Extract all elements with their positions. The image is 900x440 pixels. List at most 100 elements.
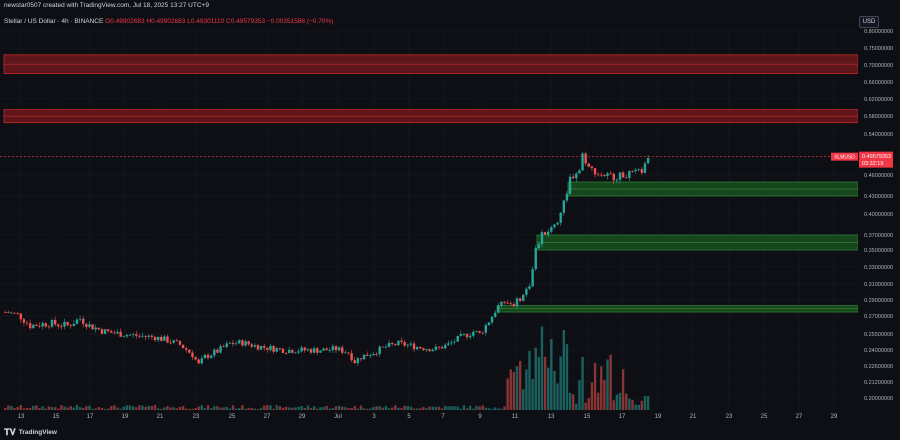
volume-bar — [394, 405, 397, 410]
volume-bar — [590, 382, 594, 410]
volume-bar — [528, 351, 531, 410]
volume-bar — [106, 408, 110, 410]
volume-bar — [231, 405, 235, 410]
tradingview-logo[interactable]: 𝐓𝐕 TradingView — [4, 427, 57, 438]
volume-bar — [465, 408, 469, 410]
volume-bar — [568, 392, 572, 410]
candle-body — [341, 347, 344, 353]
candle-body — [575, 173, 578, 179]
candle-body — [431, 349, 434, 352]
candle-body — [147, 335, 150, 337]
volume-bar — [72, 407, 76, 410]
price-axis-label: 0.62000000 — [864, 97, 893, 103]
candle-body — [185, 348, 188, 350]
time-axis-label: 13 — [18, 414, 25, 420]
volume-bar — [63, 406, 66, 410]
candle-body — [50, 319, 54, 327]
time-axis-label: 25 — [761, 414, 768, 420]
candle-body — [175, 340, 179, 342]
volume-bar — [303, 407, 306, 410]
price-axis-label: 0.25500000 — [864, 332, 893, 338]
candle-body — [531, 269, 534, 287]
symbol-title: Stellar / US Dollar · 4h · BINANCE — [4, 18, 104, 25]
candle-body — [138, 335, 141, 337]
candle-body — [381, 346, 385, 348]
volume-bar — [4, 408, 7, 410]
volume-bar — [166, 406, 169, 410]
candle-body — [103, 329, 107, 334]
candle-body — [63, 321, 66, 327]
candle-body — [547, 231, 550, 235]
volume-bar — [478, 406, 481, 410]
volume-bar — [547, 367, 550, 410]
candle-body — [263, 346, 266, 348]
candle-body — [72, 323, 76, 327]
price-axis[interactable]: 0.80000000 0.75000000 0.70000000 0.66000000… — [858, 0, 900, 440]
candle-body — [25, 322, 29, 324]
price-axis-label: 0.54000000 — [864, 132, 893, 138]
volume-bar — [559, 356, 562, 410]
volume-bar — [509, 369, 512, 410]
volume-bar — [646, 396, 650, 410]
volume-bar — [144, 406, 147, 410]
candle-body — [512, 303, 516, 307]
candle-body — [181, 344, 185, 349]
volume-bar — [60, 405, 63, 410]
volume-bar — [428, 406, 431, 410]
volume-bar — [316, 408, 319, 410]
volume-bar — [634, 404, 637, 410]
candle-body — [565, 193, 569, 201]
candle-body — [509, 303, 512, 305]
price-tag-countdown: 03:32:19 — [862, 161, 883, 167]
candle-body — [291, 349, 294, 353]
candle-body — [600, 174, 603, 176]
volume-bar — [372, 407, 375, 410]
time-axis[interactable]: 13 15 17 19 21 23 25 27 29 Jul 3 5 7 9 11 13 15 17 19 21 23 2… — [18, 414, 838, 420]
candle-body — [384, 346, 388, 348]
time-axis-label: 23 — [193, 414, 200, 420]
candle-body — [406, 344, 409, 346]
volume-bar — [141, 405, 144, 410]
volume-bar — [603, 380, 606, 410]
volume-bar — [206, 405, 210, 410]
volume-bar — [618, 392, 622, 410]
candle-body — [281, 348, 285, 353]
candle-body — [331, 346, 335, 350]
volume-bar — [306, 405, 310, 410]
volume-bar — [203, 408, 207, 410]
candle-body — [85, 323, 88, 327]
candle-body — [571, 176, 575, 179]
price-tag-value: 0.49579353 — [862, 154, 891, 160]
volume-bar — [412, 408, 416, 410]
volume-bar — [97, 407, 101, 410]
currency-button[interactable]: USD — [859, 16, 879, 28]
candle-body — [493, 312, 497, 317]
candle-body — [400, 340, 403, 342]
price-axis-label: 0.29000000 — [864, 298, 893, 304]
volume-bar — [440, 408, 444, 410]
volume-bar — [543, 356, 547, 410]
volume-bar — [7, 405, 10, 410]
candle-body — [4, 312, 7, 313]
volume-bar — [57, 408, 60, 410]
candle-body — [150, 335, 154, 337]
volume-bar — [397, 407, 400, 410]
volume-bar — [19, 405, 23, 410]
candle-body — [525, 288, 528, 295]
candle-body — [22, 319, 26, 323]
volume-bar — [596, 392, 600, 410]
candle-body — [637, 169, 640, 170]
volume-bar — [503, 406, 506, 410]
candle-body — [478, 331, 481, 333]
candle-body — [66, 321, 69, 326]
candle-body — [222, 346, 225, 348]
symbol-legend[interactable]: Stellar / US Dollar · 4h · BINANCE O0.49… — [4, 18, 333, 25]
candle-body — [19, 313, 23, 320]
volume-bar — [116, 407, 119, 410]
volume-bar — [85, 406, 88, 410]
volume-bar — [163, 407, 166, 410]
volume-bar — [172, 407, 175, 410]
candle-body — [518, 298, 522, 301]
volume-bar — [431, 406, 434, 410]
